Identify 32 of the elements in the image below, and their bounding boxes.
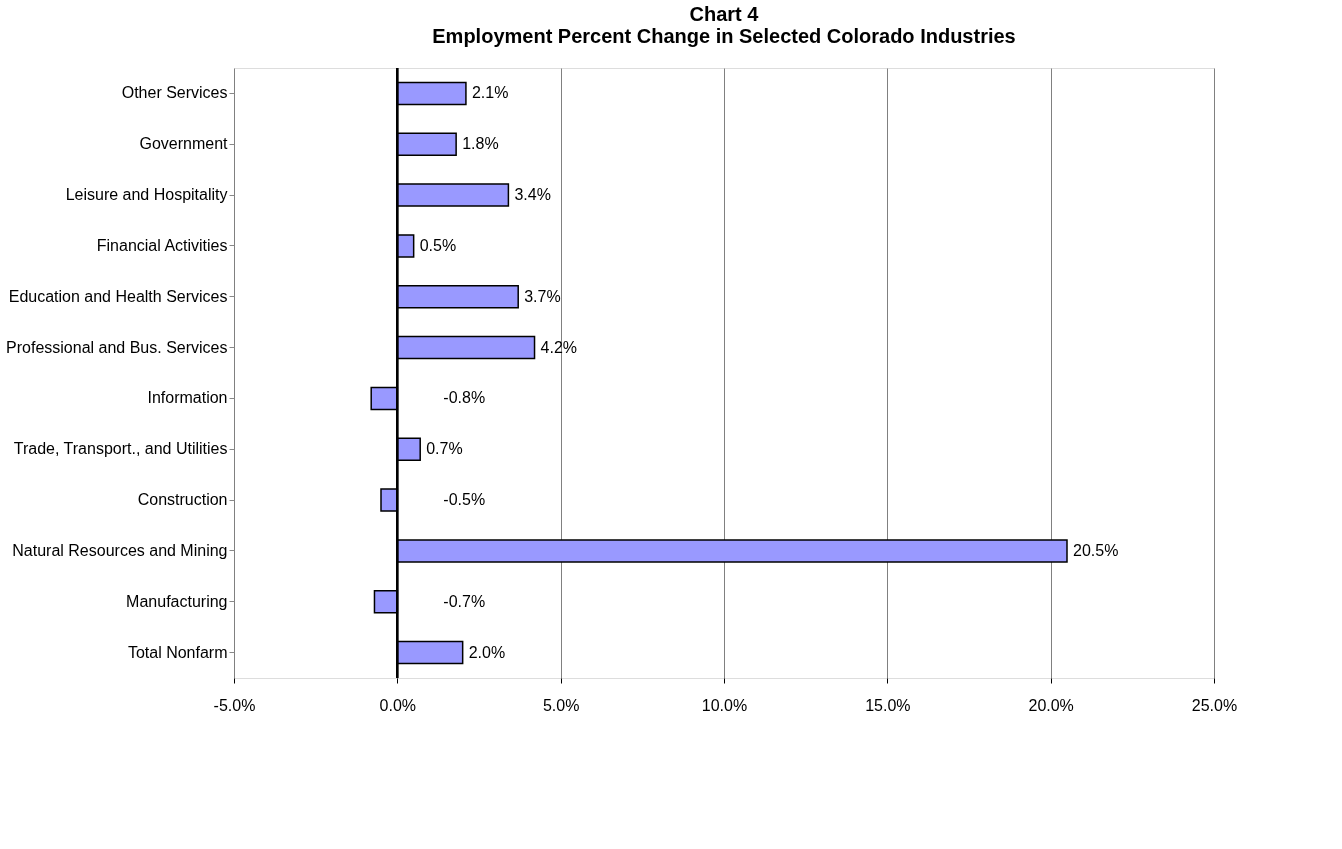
y-tick-label: Education and Health Services (8, 287, 228, 305)
y-tick-label: Professional and Bus. Services (6, 338, 228, 356)
y-tick-label: Trade, Transport., and Utilities (13, 440, 228, 458)
data-label: -0.5% (443, 491, 486, 509)
y-tick-label: Total Nonfarm (127, 643, 228, 661)
x-tick-label: 25.0% (1191, 696, 1238, 714)
data-label: -0.7% (443, 592, 486, 610)
data-label: 4.2% (540, 338, 577, 356)
chart-title: Chart 4 Employment Percent Change in Selected Colorado Industries (432, 3, 1016, 48)
y-tick-label: Government (139, 135, 229, 153)
data-label: 0.7% (426, 440, 463, 458)
y-tick-label: Financial Activities (96, 236, 228, 254)
data-label: 1.8% (462, 135, 499, 153)
y-tick-label: Leisure and Hospitality (65, 186, 228, 204)
data-label: 3.7% (524, 287, 561, 305)
data-label: 20.5% (1073, 541, 1119, 559)
data-label: -0.8% (443, 389, 486, 407)
y-tick-label: Natural Resources and Mining (12, 541, 228, 559)
x-tick-label: 0.0% (379, 696, 417, 714)
data-label: 2.0% (468, 643, 506, 661)
x-tick-label: 5.0% (542, 696, 580, 714)
data-label: 0.5% (419, 236, 457, 254)
y-tick-label: Other Services (121, 84, 228, 102)
data-label: 3.4% (514, 186, 551, 204)
data-label: 2.1% (471, 84, 509, 102)
x-tick-label: 10.0% (701, 696, 748, 714)
x-tick-label: -5.0% (213, 696, 256, 714)
y-tick-label: Manufacturing (126, 592, 228, 610)
x-tick-label: 15.0% (865, 696, 911, 714)
y-tick-label: Construction (137, 491, 228, 509)
x-tick-label: 20.0% (1028, 696, 1074, 714)
y-tick-label: Information (147, 389, 228, 407)
